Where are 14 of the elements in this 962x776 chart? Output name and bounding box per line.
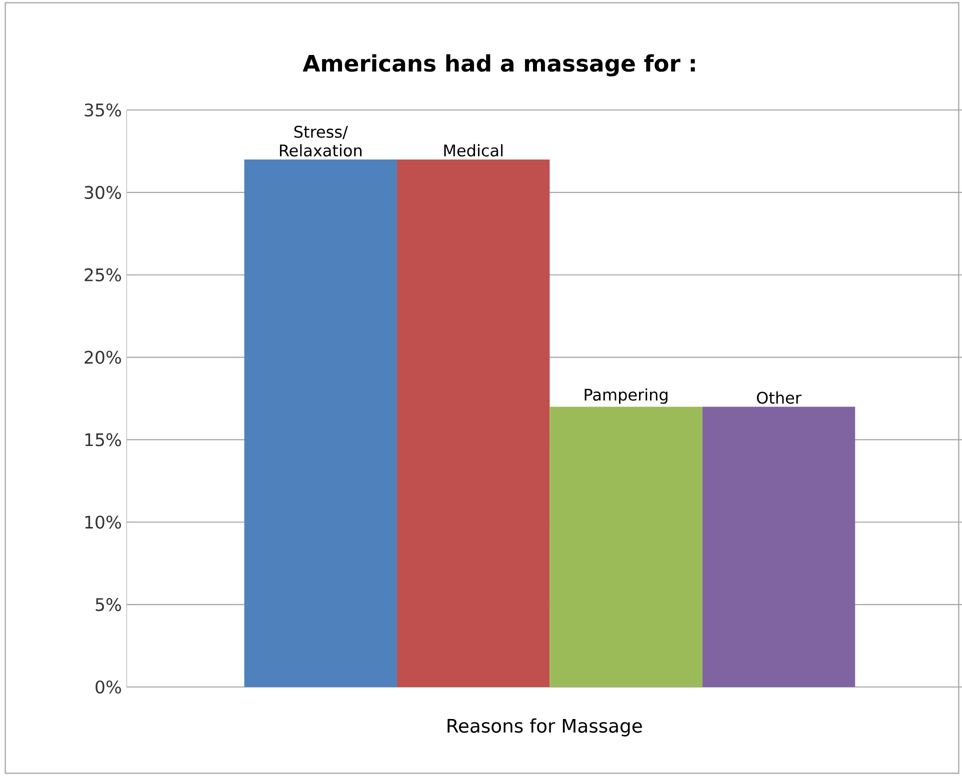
- y-tick-label: 5%: [96, 598, 122, 612]
- x-tick-label: Pampering: [584, 388, 668, 404]
- y-tick-label: 20%: [84, 350, 121, 364]
- y-tick-label: 0%: [96, 680, 122, 694]
- x-tick-label: Medical: [444, 144, 502, 157]
- y-tick-label: 35%: [84, 103, 121, 117]
- x-axis-title: Reasons for Massage: [448, 718, 642, 736]
- chart-title: Americans had a massage for :: [302, 54, 695, 76]
- x-tick-label: Stress/ Relaxation: [280, 126, 362, 157]
- y-tick-label: 10%: [85, 516, 121, 529]
- x-tick-label: Other: [756, 391, 802, 404]
- y-tick-label: 25%: [84, 268, 121, 282]
- y-tick-label: 30%: [84, 186, 121, 199]
- y-tick-label: 15%: [85, 433, 121, 446]
